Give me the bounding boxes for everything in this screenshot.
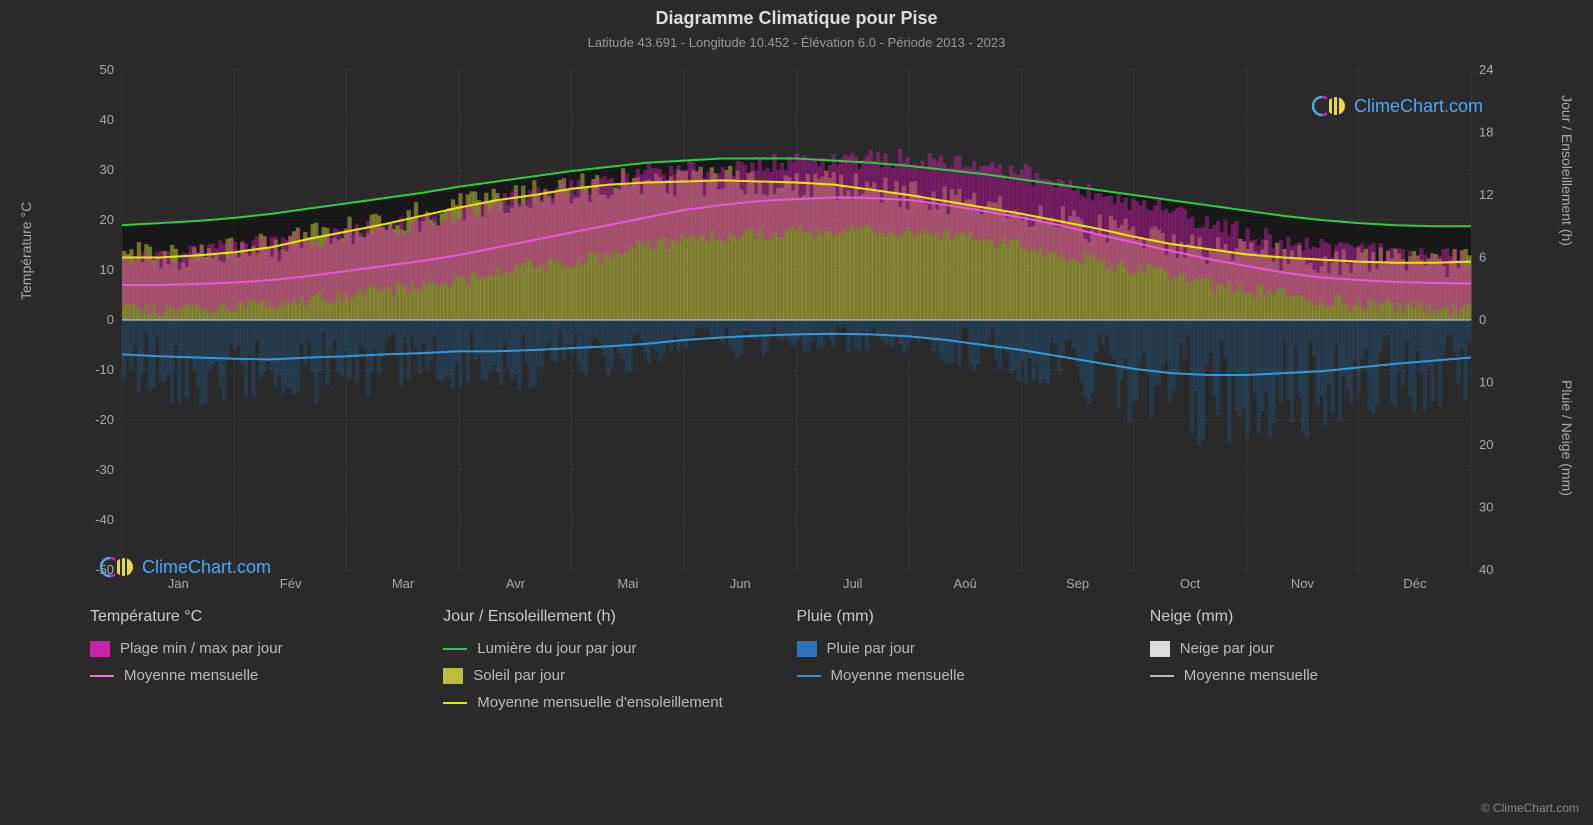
svg-text:Aoû: Aoû — [954, 576, 977, 590]
svg-text:40: 40 — [1479, 562, 1493, 577]
legend-item: Plage min / max par jour — [90, 640, 443, 657]
legend-header: Neige (mm) — [1150, 608, 1503, 626]
svg-text:Mar: Mar — [392, 576, 415, 590]
copyright: © ClimeChart.com — [1481, 801, 1579, 815]
legend-label: Neige par jour — [1180, 640, 1274, 657]
svg-text:0: 0 — [1479, 312, 1486, 327]
svg-text:Déc: Déc — [1403, 576, 1427, 590]
legend-swatch — [443, 702, 467, 704]
svg-text:30: 30 — [1479, 500, 1493, 515]
legend-label: Pluie par jour — [827, 640, 915, 657]
svg-text:Sep: Sep — [1066, 576, 1089, 590]
svg-text:Mai: Mai — [617, 576, 638, 590]
svg-text:Juil: Juil — [843, 576, 863, 590]
legend-swatch — [443, 668, 463, 684]
svg-text:-20: -20 — [95, 412, 114, 427]
svg-text:10: 10 — [100, 262, 114, 277]
svg-text:20: 20 — [100, 212, 114, 227]
svg-text:50: 50 — [100, 62, 114, 77]
legend-item: Moyenne mensuelle — [1150, 667, 1503, 684]
svg-text:18: 18 — [1479, 125, 1493, 140]
svg-text:6: 6 — [1479, 250, 1486, 265]
y-axis-right-top-label: Jour / Ensoleillement (h) — [1559, 95, 1575, 246]
legend-swatch — [1150, 641, 1170, 657]
svg-text:Avr: Avr — [506, 576, 526, 590]
legend-swatch — [797, 641, 817, 657]
legend-label: Plage min / max par jour — [120, 640, 283, 657]
svg-text:Fév: Fév — [280, 576, 302, 590]
legend-label: Lumière du jour par jour — [477, 640, 636, 657]
legend-label: Moyenne mensuelle — [124, 667, 258, 684]
y-axis-left-label: Température °C — [18, 202, 34, 300]
chart-plot-area: -50-40-30-20-100102030405006121824102030… — [72, 60, 1521, 590]
legend-swatch — [443, 648, 467, 650]
svg-text:10: 10 — [1479, 375, 1493, 390]
legend-item: Soleil par jour — [443, 667, 796, 684]
svg-text:-30: -30 — [95, 462, 114, 477]
svg-text:0: 0 — [107, 312, 114, 327]
legend-label: Moyenne mensuelle — [1184, 667, 1318, 684]
chart-subtitle: Latitude 43.691 - Longitude 10.452 - Élé… — [0, 29, 1593, 50]
watermark-text: ClimeChart.com — [142, 557, 271, 578]
legend-swatch — [797, 675, 821, 677]
legend-item: Moyenne mensuelle — [90, 667, 443, 684]
svg-text:-40: -40 — [95, 512, 114, 527]
svg-text:Nov: Nov — [1291, 576, 1315, 590]
legend-column: Pluie (mm) Pluie par jour Moyenne mensuell… — [797, 608, 1150, 721]
legend-swatch — [1150, 675, 1174, 677]
legend-swatch — [90, 675, 114, 677]
legend-item: Lumière du jour par jour — [443, 640, 796, 657]
legend-label: Moyenne mensuelle — [831, 667, 965, 684]
svg-text:12: 12 — [1479, 187, 1493, 202]
legend-label: Soleil par jour — [473, 667, 565, 684]
chart-svg: -50-40-30-20-100102030405006121824102030… — [72, 60, 1521, 590]
legend-header: Température °C — [90, 608, 443, 626]
y-axis-right-bottom-label: Pluie / Neige (mm) — [1559, 380, 1575, 496]
svg-text:20: 20 — [1479, 437, 1493, 452]
svg-text:Oct: Oct — [1180, 576, 1201, 590]
watermark-top: ClimeChart.com — [1312, 94, 1483, 118]
watermark-bottom: ClimeChart.com — [100, 555, 271, 579]
svg-text:-10: -10 — [95, 362, 114, 377]
chart-title: Diagramme Climatique pour Pise — [0, 0, 1593, 29]
svg-text:Jun: Jun — [730, 576, 751, 590]
legend-item: Moyenne mensuelle — [797, 667, 1150, 684]
legend: Température °C Plage min / max par jour Mo… — [0, 590, 1593, 721]
legend-header: Pluie (mm) — [797, 608, 1150, 626]
legend-column: Neige (mm) Neige par jour Moyenne mensuell… — [1150, 608, 1503, 721]
legend-column: Jour / Ensoleillement (h) Lumière du jour… — [443, 608, 796, 721]
legend-header: Jour / Ensoleillement (h) — [443, 608, 796, 626]
svg-text:40: 40 — [100, 112, 114, 127]
legend-swatch — [90, 641, 110, 657]
legend-item: Moyenne mensuelle d'ensoleillement — [443, 694, 796, 711]
svg-text:24: 24 — [1479, 62, 1493, 77]
svg-text:30: 30 — [100, 162, 114, 177]
legend-item: Pluie par jour — [797, 640, 1150, 657]
watermark-text: ClimeChart.com — [1354, 96, 1483, 117]
legend-label: Moyenne mensuelle d'ensoleillement — [477, 694, 723, 711]
legend-item: Neige par jour — [1150, 640, 1503, 657]
legend-column: Température °C Plage min / max par jour Mo… — [90, 608, 443, 721]
